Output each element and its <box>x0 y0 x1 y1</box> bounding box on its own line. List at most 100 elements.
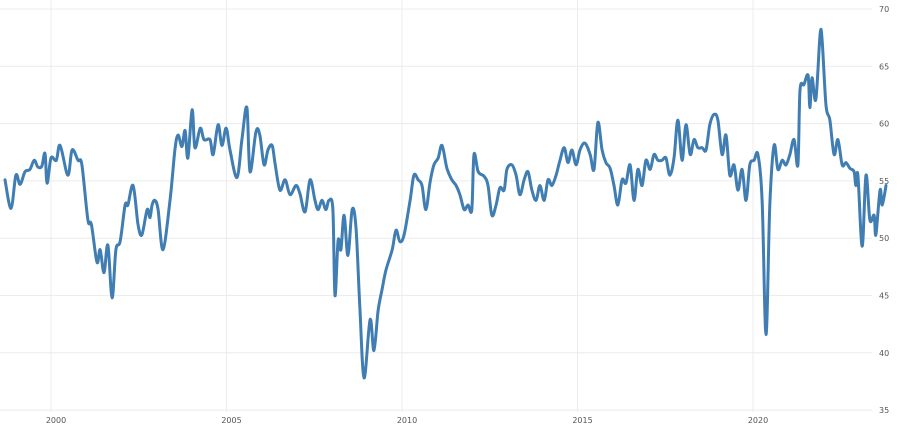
data-point <box>510 163 513 166</box>
data-point <box>796 163 799 166</box>
data-point <box>833 153 836 156</box>
data-point <box>409 199 412 202</box>
data-point <box>841 163 844 166</box>
data-point <box>744 199 747 202</box>
data-point <box>363 377 366 380</box>
data-point <box>693 138 696 141</box>
data-point <box>240 138 243 141</box>
data-point <box>664 156 667 159</box>
data-point <box>437 156 440 159</box>
data-point <box>186 156 189 159</box>
data-point <box>146 208 149 211</box>
data-point <box>624 182 627 185</box>
data-point <box>278 189 281 192</box>
data-point <box>384 269 387 272</box>
data-point <box>119 240 122 243</box>
data-point <box>66 174 69 177</box>
data-point <box>764 333 767 336</box>
data-point <box>90 223 93 226</box>
data-point <box>148 216 151 219</box>
x-tick-label: 2020 <box>748 416 768 425</box>
data-point <box>37 166 40 169</box>
data-point <box>661 159 664 162</box>
data-point <box>263 163 266 166</box>
data-point <box>9 207 12 210</box>
data-point <box>412 174 415 177</box>
data-point <box>550 184 553 187</box>
data-point <box>879 189 882 192</box>
x-tick-label: 2000 <box>46 416 66 425</box>
data-point <box>681 159 684 162</box>
data-point <box>80 163 83 166</box>
data-point <box>644 159 647 162</box>
data-point <box>538 184 541 187</box>
data-point <box>633 199 636 202</box>
data-point <box>856 174 859 177</box>
data-point <box>596 121 599 124</box>
data-point <box>372 349 375 352</box>
data-point <box>463 208 466 211</box>
data-point <box>140 233 143 236</box>
data-point <box>236 176 239 179</box>
data-point <box>613 184 616 187</box>
data-point <box>854 184 857 187</box>
data-point <box>184 129 187 132</box>
data-point <box>713 113 716 116</box>
data-point <box>19 183 22 186</box>
data-point <box>424 208 427 211</box>
data-point <box>503 189 506 192</box>
data-point <box>776 168 779 171</box>
data-point <box>808 106 811 109</box>
data-point <box>641 184 644 187</box>
data-point <box>483 175 486 178</box>
data-point <box>271 144 274 147</box>
y-tick-label: 70 <box>879 5 889 14</box>
data-point <box>716 119 719 122</box>
data-point <box>395 229 398 232</box>
data-point <box>784 163 787 166</box>
data-point <box>621 178 624 181</box>
data-point <box>398 240 401 243</box>
data-point <box>28 168 31 171</box>
data-point <box>217 123 220 126</box>
data-point <box>180 145 183 148</box>
data-point <box>126 203 129 206</box>
data-point <box>788 153 791 156</box>
data-point <box>455 184 458 187</box>
data-point <box>684 123 687 126</box>
data-point <box>881 203 884 206</box>
y-axis-ticks: 35 40 45 50 55 60 65 70 <box>879 5 889 415</box>
data-point <box>403 233 406 236</box>
data-point <box>320 199 323 202</box>
data-point <box>724 134 727 137</box>
data-point <box>86 218 89 221</box>
data-point <box>636 168 639 171</box>
data-point <box>828 119 831 122</box>
data-point <box>289 193 292 196</box>
data-point <box>604 161 607 164</box>
data-point <box>505 168 508 171</box>
x-axis-ticks: 2000 2005 2010 2015 2020 <box>46 416 768 425</box>
data-point <box>220 144 223 147</box>
data-point <box>458 193 461 196</box>
data-point <box>701 146 704 149</box>
data-point <box>380 288 383 291</box>
data-point <box>814 98 817 101</box>
data-point <box>46 182 49 185</box>
data-point <box>432 163 435 166</box>
data-point <box>793 138 796 141</box>
data-point <box>333 294 336 297</box>
data-point <box>575 163 578 166</box>
data-point <box>853 170 856 173</box>
y-tick-label: 60 <box>879 120 889 129</box>
data-point <box>59 144 62 147</box>
data-point <box>563 146 566 149</box>
data-point <box>209 138 212 141</box>
data-point <box>309 178 312 181</box>
data-point <box>518 193 521 196</box>
data-point <box>55 159 58 162</box>
data-point <box>629 163 632 166</box>
data-point <box>570 148 573 151</box>
data-point <box>203 138 206 141</box>
